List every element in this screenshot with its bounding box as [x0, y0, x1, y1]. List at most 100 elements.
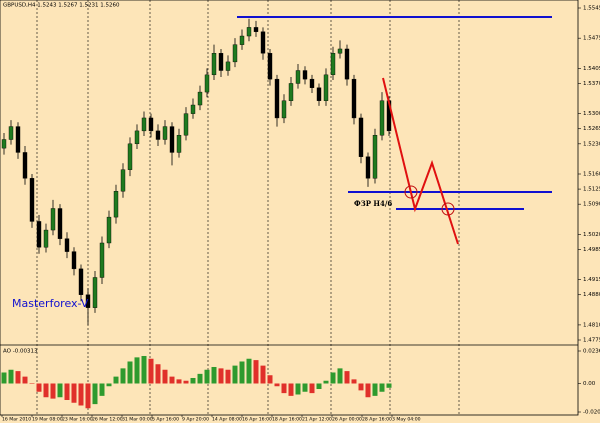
ao-bar [134, 357, 140, 384]
candle-body [92, 277, 98, 308]
candle-body [36, 221, 42, 248]
ao-bar [365, 383, 371, 398]
candle-body [365, 156, 371, 179]
chart-title: GBPUSD,H4 1.5243 1.5267 1.5231 1.5260 [3, 3, 120, 9]
x-tick-label: 26 Apr 00:00 [332, 417, 362, 423]
candle-body [323, 74, 329, 101]
candle-body [141, 117, 147, 132]
ao-bar [225, 369, 231, 384]
ao-bar [316, 383, 322, 389]
candle-body [295, 70, 301, 84]
y-tick-label: 1.5265 [583, 126, 600, 132]
ao-bar [155, 364, 161, 384]
x-tick-label: 28 Apr 16:00 [362, 417, 392, 423]
ao-tick-label: -0.02073 [583, 410, 600, 416]
candle-body [211, 53, 217, 76]
ao-bar [99, 383, 105, 396]
candle-body [127, 143, 133, 170]
ao-bar [358, 383, 364, 391]
candle-body [218, 53, 224, 71]
y-tick-label: 1.5405 [583, 66, 600, 72]
candle-body [43, 229, 49, 248]
x-tick-label: 18 Apr 16:00 [272, 417, 302, 423]
y-tick-label: 1.4985 [583, 247, 600, 253]
y-tick-label: 1.5090 [583, 202, 600, 208]
candle-body [344, 48, 350, 80]
indicator-title: AO -0.00313 [3, 349, 38, 355]
candle-body [288, 83, 294, 101]
candle-body [134, 130, 140, 145]
y-tick-label: 1.5020 [583, 232, 600, 238]
x-tick-label: 16 Mar 2010 [2, 417, 31, 423]
ao-bar [386, 383, 392, 388]
ao-bar [1, 372, 7, 384]
ao-bar [246, 358, 252, 384]
candle-body [379, 100, 385, 136]
ao-bar [190, 377, 196, 384]
ao-bar [64, 383, 70, 400]
ao-bar [372, 383, 378, 396]
x-tick-label: 9 Apr 20:00 [182, 417, 209, 423]
candle-body [176, 134, 182, 153]
ao-bar [351, 379, 357, 384]
ao-bar [267, 375, 273, 384]
period-separators [36, 0, 460, 415]
candle-body [1, 139, 7, 149]
ao-bar [120, 368, 126, 384]
ao-bar [8, 369, 14, 384]
y-tick-label: 1.4915 [583, 277, 600, 283]
ao-bar [197, 373, 203, 384]
candle-body [162, 126, 168, 140]
candle-body [358, 117, 364, 157]
x-tick-label: 3 May 04:00 [392, 417, 421, 423]
ao-tick-label: 0.02363 [583, 349, 600, 355]
ao-bar [295, 383, 301, 395]
candle-body [64, 238, 70, 252]
candle-body [29, 178, 35, 222]
y-tick-label: 1.5230 [583, 141, 600, 147]
ao-bar [162, 369, 168, 384]
candle-body [113, 191, 119, 218]
y-tick-label: 1.5160 [583, 172, 600, 178]
x-tick-label: 23 Mar 16:00 [62, 417, 93, 423]
ao-bar [106, 383, 112, 387]
candle-body [204, 74, 210, 93]
candle-body [274, 78, 280, 119]
candle-body [309, 78, 315, 88]
candle-body [246, 27, 252, 37]
candle-body [351, 78, 357, 119]
ao-bar [148, 358, 154, 384]
candle-body [169, 126, 175, 153]
ao-bar [211, 366, 217, 384]
ao-bar [183, 380, 189, 384]
ao-bar [92, 383, 98, 405]
candle-body [99, 242, 105, 278]
ao-bar [141, 355, 147, 384]
ao-tick-label: 0.00 [583, 381, 596, 387]
watermark: Masterforex-V [12, 297, 89, 310]
candle-body [260, 31, 266, 54]
ao-bar [36, 383, 42, 392]
candle-body [148, 117, 154, 132]
y-tick-label: 1.5125 [583, 187, 600, 193]
x-tick-label: 16 Apr 16:00 [242, 417, 272, 423]
y-tick-label: 1.4810 [583, 322, 600, 328]
candle-body [253, 27, 259, 32]
ao-bar [176, 379, 182, 384]
y-tick-label: 1.5300 [583, 111, 600, 117]
candle-body [78, 268, 84, 295]
x-tick-label: 31 Mar 00:00 [122, 417, 153, 423]
ao-bar [71, 383, 77, 403]
ao-bar [85, 383, 91, 409]
ao-bar [253, 360, 259, 384]
candle-body [302, 70, 308, 80]
x-tick-label: 5 Apr 16:00 [152, 417, 179, 423]
candle-body [190, 104, 196, 114]
candle-body [232, 44, 238, 63]
candle-body [50, 208, 56, 231]
candle-body [281, 100, 287, 119]
x-tick-label: 26 Mar 12:00 [92, 417, 123, 423]
zigzag-forecast [382, 77, 459, 245]
x-tick-label: 19 Mar 08:00 [32, 417, 63, 423]
